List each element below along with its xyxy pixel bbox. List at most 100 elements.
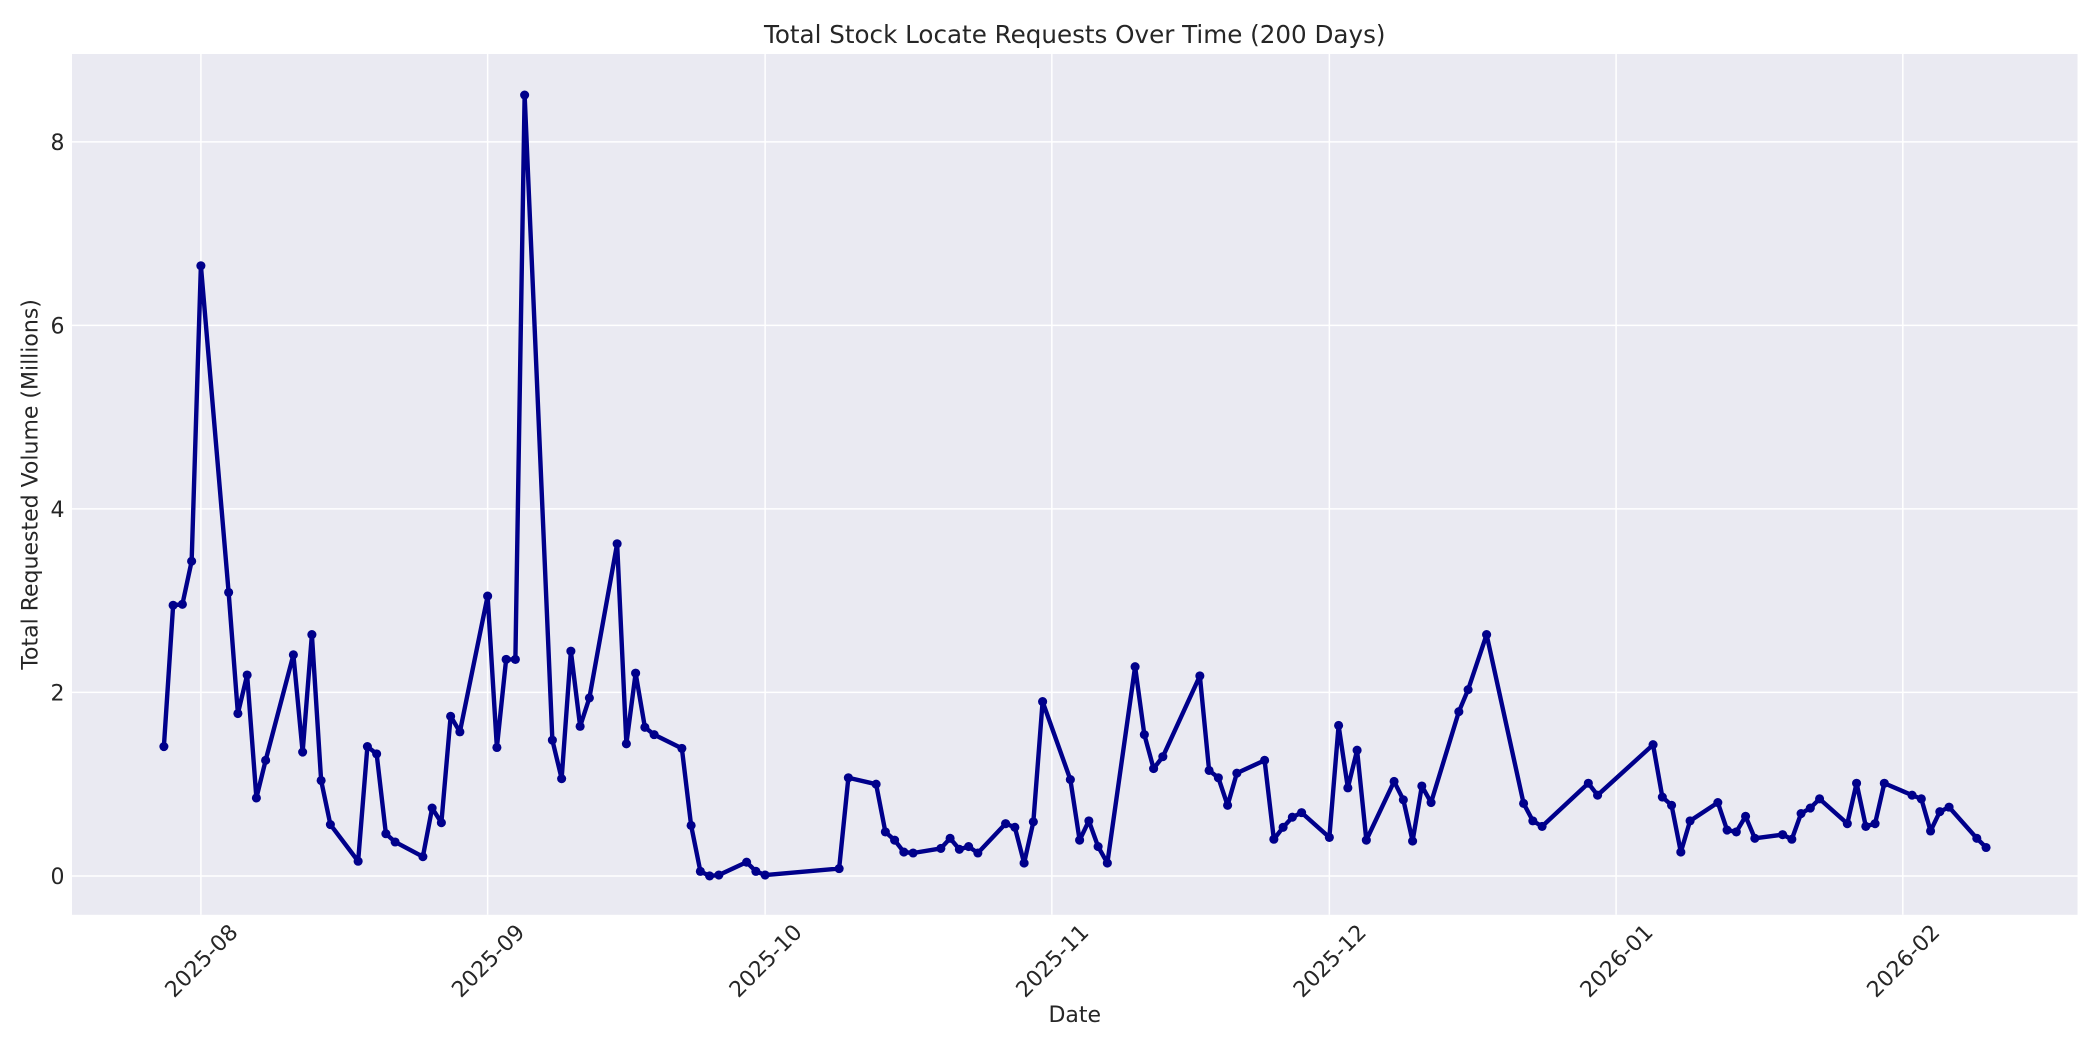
series-marker xyxy=(381,829,391,839)
series-marker xyxy=(196,261,206,271)
series-marker xyxy=(1408,836,1418,846)
series-marker xyxy=(1741,811,1751,821)
series-marker xyxy=(742,857,752,867)
series-marker xyxy=(575,721,585,731)
series-marker xyxy=(1676,847,1686,857)
x-tick-label: 2025-11 xyxy=(1012,920,1095,1003)
series-marker xyxy=(483,591,493,601)
series-marker xyxy=(1019,858,1029,868)
series-marker xyxy=(1065,775,1075,785)
series-marker xyxy=(714,870,724,880)
series-marker xyxy=(1084,816,1094,826)
series-marker xyxy=(1842,819,1852,829)
series-marker xyxy=(1417,781,1427,791)
series-marker xyxy=(1944,802,1954,812)
series-marker xyxy=(631,668,641,678)
series-marker xyxy=(705,871,715,881)
y-axis-tick-labels: 0 2 4 6 8 xyxy=(51,131,65,890)
series-marker xyxy=(251,793,261,803)
series-marker xyxy=(390,837,400,847)
plot-area xyxy=(72,54,2078,915)
series-marker xyxy=(695,866,705,876)
series-marker xyxy=(1870,819,1880,829)
series-marker xyxy=(1139,730,1149,740)
series-marker xyxy=(1454,707,1464,717)
series-marker xyxy=(1223,800,1233,810)
series-marker xyxy=(1981,842,1991,853)
y-gridlines xyxy=(72,141,2078,877)
series-marker xyxy=(1389,776,1399,786)
series-marker xyxy=(501,654,511,664)
series-marker xyxy=(520,90,530,100)
y-tick-label: 0 xyxy=(51,865,65,890)
series-marker xyxy=(908,848,918,858)
series-marker xyxy=(168,600,178,610)
series-marker xyxy=(954,844,964,854)
series-marker xyxy=(1426,797,1436,808)
data-series-total-requests xyxy=(159,90,1991,881)
series-marker xyxy=(187,556,197,566)
series-marker xyxy=(1482,630,1492,640)
series-marker xyxy=(1926,826,1936,836)
series-marker xyxy=(1750,833,1760,843)
series-marker xyxy=(159,742,169,752)
series-marker xyxy=(1010,822,1020,832)
series-marker xyxy=(880,827,890,837)
series-marker xyxy=(1324,832,1334,842)
series-marker xyxy=(261,755,271,765)
series-marker xyxy=(427,803,437,813)
y-tick-label: 4 xyxy=(51,498,65,523)
series-marker xyxy=(446,711,456,721)
series-marker xyxy=(1972,833,1982,843)
series-marker xyxy=(455,727,465,737)
series-marker xyxy=(557,774,567,784)
series-marker xyxy=(640,722,650,732)
series-marker xyxy=(1297,808,1307,818)
x-tick-label: 2026-01 xyxy=(1576,920,1659,1003)
series-marker xyxy=(1195,671,1205,681)
series-marker xyxy=(1722,825,1732,835)
series-marker xyxy=(372,749,382,759)
x-tick-label: 2025-10 xyxy=(725,920,808,1003)
series-marker xyxy=(1935,807,1945,817)
series-marker xyxy=(1648,740,1658,750)
series-marker xyxy=(621,739,631,749)
series-marker xyxy=(945,833,955,843)
series-marker xyxy=(871,779,881,789)
series-marker xyxy=(1287,812,1297,822)
series-marker xyxy=(1269,834,1279,844)
series-marker xyxy=(1713,797,1723,808)
x-tick-label: 2025-09 xyxy=(447,920,530,1003)
series-marker xyxy=(1038,697,1048,707)
series-marker xyxy=(973,848,983,858)
series-marker xyxy=(1916,794,1926,804)
series-marker xyxy=(224,587,234,597)
series-marker xyxy=(1149,764,1159,774)
y-tick-label: 8 xyxy=(51,131,65,156)
series-marker xyxy=(686,820,696,831)
series-marker xyxy=(1158,752,1168,762)
series-marker xyxy=(1852,778,1862,788)
series-marker xyxy=(1815,794,1825,804)
series-marker xyxy=(1583,778,1593,788)
series-marker xyxy=(1528,816,1538,826)
series-marker xyxy=(233,708,243,719)
x-axis-label: Date xyxy=(1048,1003,1101,1028)
series-marker xyxy=(1805,803,1815,813)
series-marker xyxy=(1075,835,1085,845)
series-marker xyxy=(1260,755,1270,765)
series-marker xyxy=(547,735,557,745)
series-marker xyxy=(964,842,974,852)
series-marker xyxy=(1796,808,1806,819)
series-marker xyxy=(1204,765,1214,775)
x-tick-label: 2025-08 xyxy=(161,920,244,1003)
series-marker xyxy=(1861,821,1871,831)
series-marker xyxy=(1519,798,1529,808)
series-marker xyxy=(612,539,622,549)
series-marker xyxy=(677,743,687,753)
series-marker xyxy=(566,646,576,656)
series-marker xyxy=(843,773,853,783)
series-marker xyxy=(1685,816,1695,826)
series-marker xyxy=(1787,834,1797,844)
series-marker xyxy=(325,820,335,830)
